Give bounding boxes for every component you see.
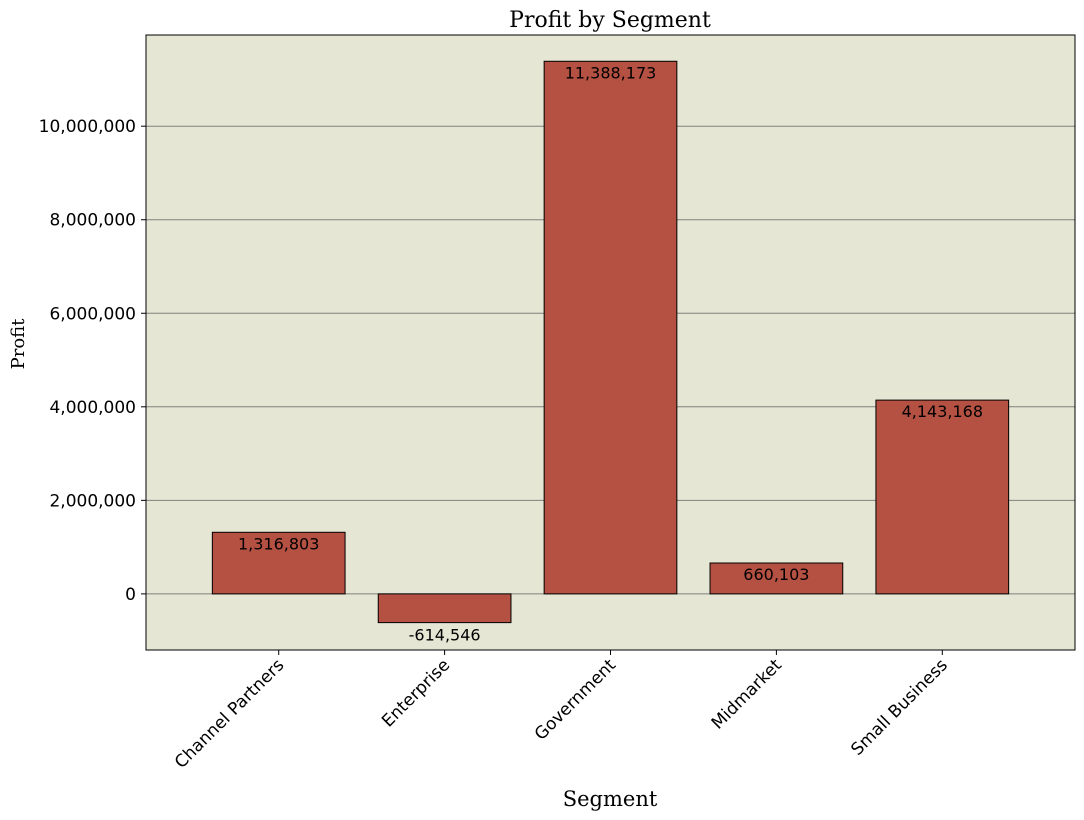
x-axis-ticks: Channel Partners Enterprise Government Midm… xyxy=(171,650,952,773)
x-tick-label: Small Business xyxy=(847,655,951,759)
y-tick-label: 4,000,000 xyxy=(49,398,136,418)
chart-title: Profit by Segment xyxy=(509,8,711,33)
bar xyxy=(377,593,512,624)
y-tick-label: 0 xyxy=(125,585,136,605)
y-axis-ticks: 0 2,000,000 4,000,000 6,000,000 8,000,000 10,… xyxy=(39,117,146,605)
bar xyxy=(875,399,1010,595)
data-label: 4,143,168 xyxy=(902,402,983,421)
x-axis-title: Segment xyxy=(563,787,658,811)
bars xyxy=(211,60,1010,624)
data-label: -614,546 xyxy=(409,626,481,645)
x-tick-label: Enterprise xyxy=(378,655,454,731)
data-label: 1,316,803 xyxy=(238,534,319,553)
bar xyxy=(211,531,346,595)
bar xyxy=(709,562,844,595)
y-tick-label: 6,000,000 xyxy=(49,304,136,324)
x-tick-label: Midmarket xyxy=(708,655,786,733)
data-label: 660,103 xyxy=(743,565,809,584)
y-axis-title: Profit xyxy=(8,318,29,370)
bar xyxy=(543,60,678,595)
data-labels: 1,316,803 -614,546 11,388,173 660,103 4,143,… xyxy=(238,63,983,644)
x-tick-label: Government xyxy=(531,655,620,744)
y-tick-label: 10,000,000 xyxy=(39,117,136,137)
y-tick-label: 8,000,000 xyxy=(49,211,136,231)
data-label: 11,388,173 xyxy=(565,63,657,82)
x-tick-label: Channel Partners xyxy=(171,655,288,772)
y-tick-label: 2,000,000 xyxy=(49,491,136,511)
